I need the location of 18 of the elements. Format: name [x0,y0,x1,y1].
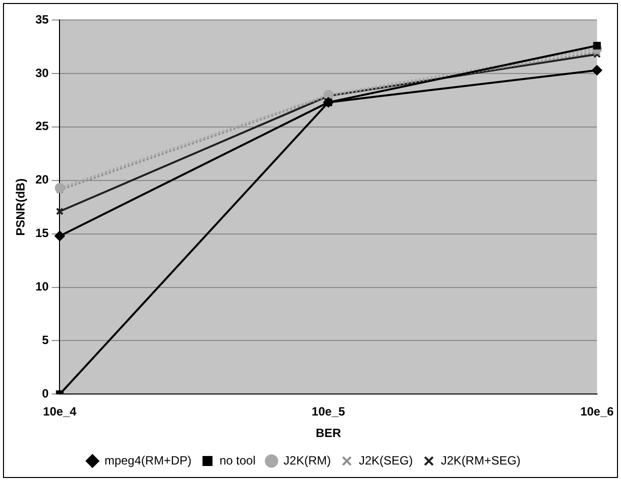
y-tick-label: 25 [35,119,50,134]
x-axis-title: BER [316,426,342,440]
y-tick-label: 5 [42,333,50,348]
legend-label: J2K(RM+SEG) [440,453,521,468]
y-tick-label: 15 [35,226,50,240]
x-tick-label: 10e_4 [43,404,77,419]
y-tick-label: 0 [42,386,50,401]
legend-label: J2K(RM) [284,453,331,468]
y-tick-label: 30 [35,66,50,80]
y-axis-title: PSNR(dB) [14,178,28,236]
legend-label: mpeg4(RM+DP) [104,453,192,468]
legend-label: J2K(SEG) [358,453,413,468]
y-tick-label: 35 [35,12,50,26]
y-tick-label: 20 [35,172,50,187]
x-tick-label: 10e_5 [312,404,346,419]
x-tick-label: 10e_6 [580,404,614,419]
legend-label: no tool [219,453,256,468]
y-tick-label: 10 [35,280,50,294]
